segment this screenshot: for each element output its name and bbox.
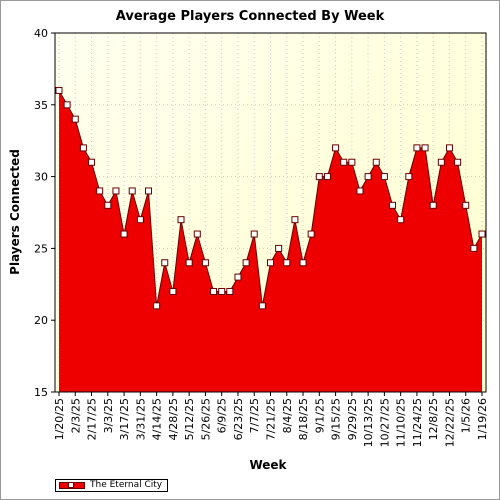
data-point [364,173,372,181]
x-tick-label: 5/26/25 [199,398,212,440]
data-point [275,244,283,252]
y-tick-label: 15 [34,386,48,399]
data-point [201,259,209,267]
x-tick-label: 3/31/25 [134,398,147,440]
data-point [185,259,193,267]
data-point [104,201,112,209]
x-tick-label: 8/4/25 [281,398,294,433]
x-tick-label: 11/24/25 [411,398,424,447]
x-tick-label: 4/28/25 [167,398,180,440]
data-point [429,201,437,209]
x-tick-label: 1/19/26 [476,398,489,440]
legend-marker-icon [68,482,74,488]
data-point [218,287,226,295]
x-tick-label: 12/8/25 [427,398,440,440]
y-tick-label: 30 [34,171,48,184]
y-tick-label: 20 [34,314,48,327]
data-point [307,230,315,238]
data-point [144,187,152,195]
x-tick-label: 1/20/25 [53,398,66,440]
data-point [71,115,79,123]
data-point [372,158,380,166]
x-tick-label: 9/29/25 [346,398,359,440]
data-point [258,302,266,310]
data-point [112,187,120,195]
x-tick-label: 2/17/25 [86,398,99,440]
data-point [153,302,161,310]
data-point [128,187,136,195]
data-point [63,101,71,109]
x-tick-label: 6/9/25 [216,398,229,433]
x-tick-label: 9/1/25 [313,398,326,433]
data-point [437,158,445,166]
x-tick-label: 12/22/25 [443,398,456,447]
data-point [234,273,242,281]
data-point [55,86,63,94]
data-point [405,173,413,181]
y-tick-label: 40 [34,27,48,40]
data-point [356,187,364,195]
data-point [283,259,291,267]
data-point [193,230,201,238]
data-point [210,287,218,295]
x-tick-label: 3/17/25 [118,398,131,440]
data-point [120,230,128,238]
data-point [397,216,405,224]
data-point [454,158,462,166]
data-point [470,244,478,252]
x-tick-label: 1/5/26 [460,398,473,433]
data-markers [55,86,486,310]
data-point [177,216,185,224]
x-axis-label: Week [249,458,287,472]
data-point [96,187,104,195]
x-tick-label: 7/7/25 [248,398,261,433]
chart-title: Average Players Connected By Week [115,9,385,24]
data-point [413,144,421,152]
data-point [478,230,486,238]
data-point [169,287,177,295]
data-point [88,158,96,166]
data-point [323,173,331,181]
data-point [161,259,169,267]
data-point [421,144,429,152]
x-tick-label: 8/18/25 [297,398,310,440]
y-tick-label: 35 [34,99,48,112]
data-point [389,201,397,209]
data-point [380,173,388,181]
data-point [445,144,453,152]
legend: The Eternal City [55,479,168,492]
data-point [136,216,144,224]
data-point [462,201,470,209]
data-point [348,158,356,166]
data-point [315,173,323,181]
data-point [242,259,250,267]
y-tick-label: 25 [34,242,48,255]
x-tick-label: 10/27/25 [378,398,391,447]
data-point [250,230,258,238]
x-tick-label: 11/10/25 [395,398,408,447]
x-tick-label: 7/21/25 [265,398,278,440]
data-point [226,287,234,295]
area-fill [59,90,482,392]
data-point [291,216,299,224]
data-point [79,144,87,152]
y-axis-label: Players Connected [8,149,22,275]
x-tick-label: 5/12/25 [183,398,196,440]
x-tick-label: 2/3/25 [69,398,82,433]
legend-label: The Eternal City [90,480,163,490]
x-tick-label: 4/14/25 [151,398,164,440]
data-point [299,259,307,267]
x-tick-label: 9/15/25 [330,398,343,440]
data-point [267,259,274,267]
data-point [332,144,340,152]
data-point [340,158,348,166]
x-tick-label: 10/13/25 [362,398,375,447]
x-tick-label: 3/3/25 [102,398,115,433]
x-tick-label: 6/23/25 [232,398,245,440]
